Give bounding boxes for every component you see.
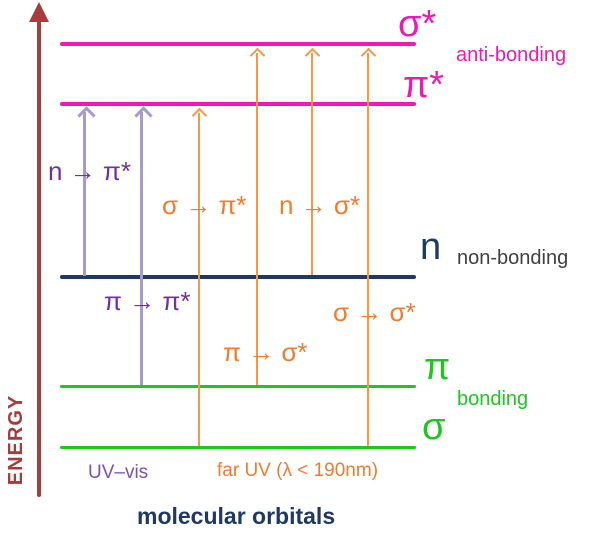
level-label-sigma-star: σ* xyxy=(398,3,437,45)
transition-label-n-to-pi-star: n → π* xyxy=(48,156,131,186)
transition-label-n-to-sigma-star: n → σ* xyxy=(279,190,361,220)
level-label-pi: π xyxy=(424,346,451,388)
energy-axis-label: ENERGY xyxy=(5,394,27,486)
transition-label-sigma-to-sigma-star: σ → σ* xyxy=(333,297,416,327)
legend-far-uv: far UV (λ < 190nm) xyxy=(217,460,379,481)
legend-uv-vis: UV–vis xyxy=(88,462,149,483)
level-line-pi xyxy=(60,385,416,388)
diagram-caption: molecular orbitals xyxy=(137,503,336,529)
group-label-non-bonding: non-bonding xyxy=(457,247,569,269)
level-label-n: n xyxy=(420,226,442,268)
arrowhead-icon xyxy=(77,106,96,125)
level-line-sigma-star xyxy=(60,42,416,46)
energy-axis xyxy=(37,18,41,497)
level-line-n xyxy=(60,275,416,279)
arrow-shaft xyxy=(311,53,313,275)
transition-label-pi-to-pi-star: π → π* xyxy=(104,286,191,316)
arrowhead-icon xyxy=(134,106,153,125)
arrow-shaft xyxy=(367,53,369,446)
transition-label-sigma-to-pi-star: σ → π* xyxy=(162,190,247,220)
arrow-shaft xyxy=(140,112,143,385)
group-label-anti-bonding: anti-bonding xyxy=(456,44,567,66)
transition-label-pi-to-sigma-star: π → σ* xyxy=(223,337,308,367)
arrow-shaft xyxy=(198,113,200,446)
level-label-pi-star: π* xyxy=(403,64,445,106)
arrow-shaft xyxy=(256,53,258,385)
energy-axis-arrowhead-icon xyxy=(29,2,49,22)
level-line-pi-star xyxy=(60,102,416,106)
group-label-bonding: bonding xyxy=(457,388,529,410)
level-line-sigma xyxy=(60,446,416,449)
arrow-shaft xyxy=(83,112,86,276)
level-label-sigma: σ xyxy=(422,406,446,448)
